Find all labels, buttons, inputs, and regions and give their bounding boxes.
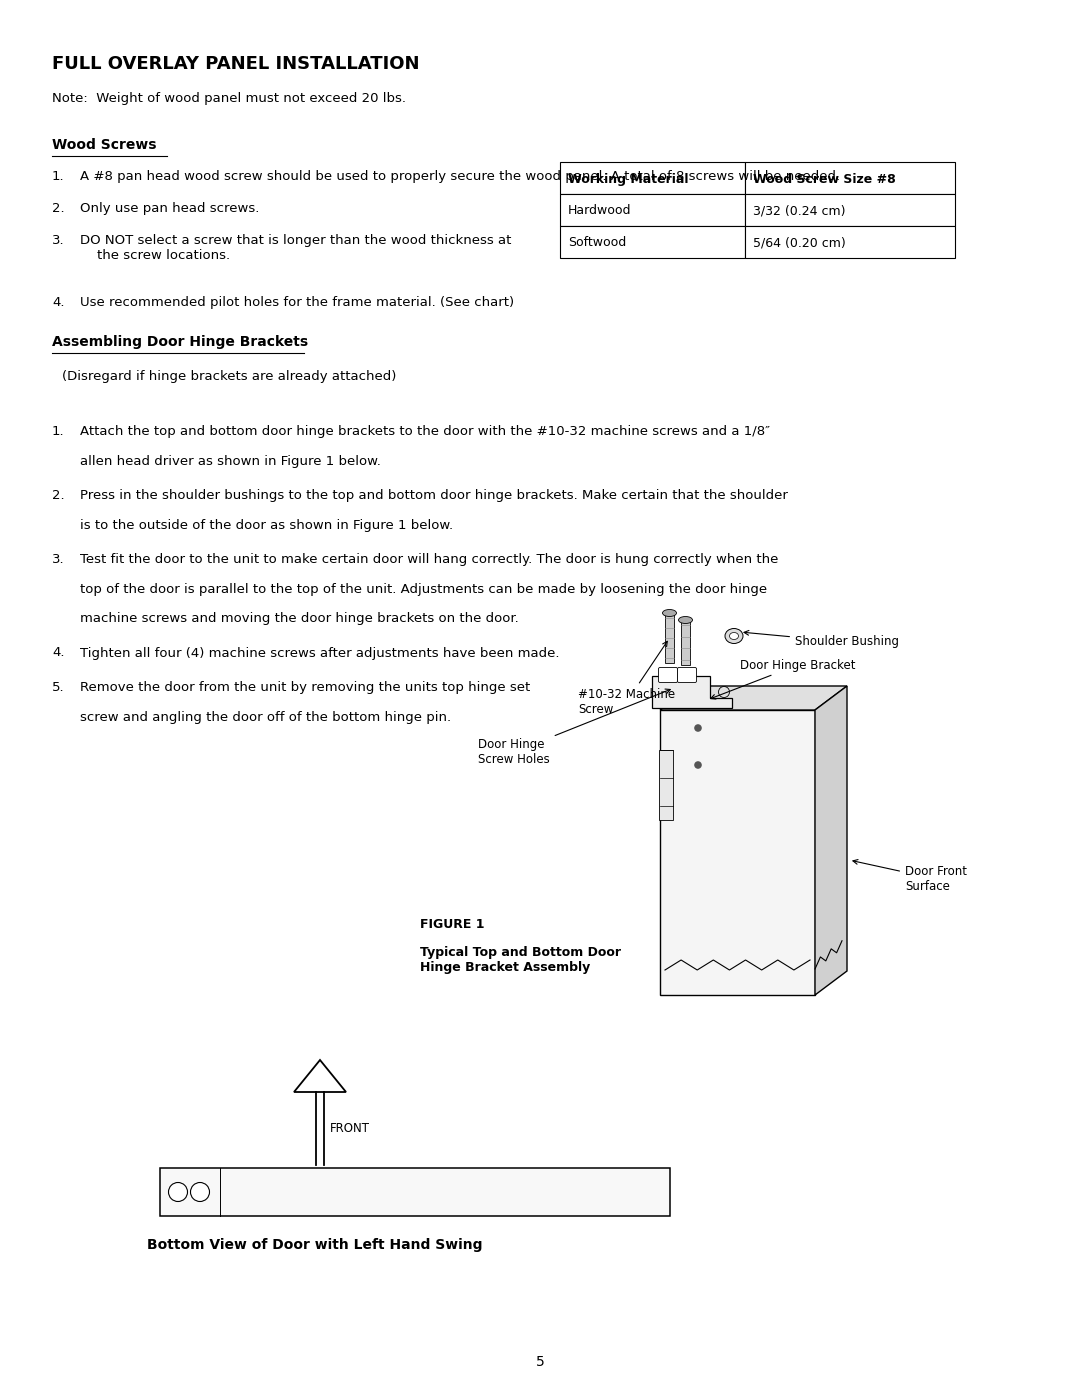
Text: Tighten all four (4) machine screws after adjustments have been made.: Tighten all four (4) machine screws afte… [80,647,559,659]
Circle shape [694,761,702,768]
Bar [665,613,674,664]
Text: 4.: 4. [52,296,65,309]
Bar [659,750,673,820]
Text: 3/32 (0.24 cm): 3/32 (0.24 cm) [753,204,846,218]
Text: allen head driver as shown in Figure 1 below.: allen head driver as shown in Figure 1 b… [80,454,381,468]
Text: Use recommended pilot holes for the frame material. (See chart): Use recommended pilot holes for the fram… [80,296,514,309]
FancyBboxPatch shape [659,668,677,683]
Text: 4.: 4. [52,647,65,659]
Text: 2.: 2. [52,489,65,502]
Text: Wood Screw Size #8: Wood Screw Size #8 [753,172,895,186]
Text: Assembling Door Hinge Brackets: Assembling Door Hinge Brackets [52,335,308,349]
Text: Door Hinge Bracket: Door Hinge Bracket [711,658,855,698]
Text: Typical Top and Bottom Door
Hinge Bracket Assembly: Typical Top and Bottom Door Hinge Bracke… [420,946,621,974]
Text: FULL OVERLAY PANEL INSTALLATION: FULL OVERLAY PANEL INSTALLATION [52,54,419,73]
Text: screw and angling the door off of the bottom hinge pin.: screw and angling the door off of the bo… [80,711,451,724]
Text: 3.: 3. [52,235,65,247]
Text: machine screws and moving the door hinge brackets on the door.: machine screws and moving the door hinge… [80,612,518,624]
Ellipse shape [662,609,676,616]
Text: Shoulder Bushing: Shoulder Bushing [744,630,899,648]
Text: Door Hinge
Screw Holes: Door Hinge Screw Holes [478,689,671,766]
Text: Bottom View of Door with Left Hand Swing: Bottom View of Door with Left Hand Swing [147,1238,483,1252]
Text: 5.: 5. [52,680,65,694]
Polygon shape [815,686,847,995]
Text: 5: 5 [536,1355,544,1369]
Text: FRONT: FRONT [330,1122,370,1134]
Text: 3.: 3. [52,553,65,566]
Polygon shape [652,676,732,708]
Ellipse shape [678,616,692,623]
Text: Hardwood: Hardwood [568,204,632,218]
Text: A #8 pan head wood screw should be used to properly secure the wood panel. A tot: A #8 pan head wood screw should be used … [80,170,840,183]
Ellipse shape [725,629,743,644]
Text: Test fit the door to the unit to make certain door will hang correctly. The door: Test fit the door to the unit to make ce… [80,553,779,566]
Bar [745,226,955,258]
Text: Press in the shoulder bushings to the top and bottom door hinge brackets. Make c: Press in the shoulder bushings to the to… [80,489,788,502]
Bar [561,226,745,258]
Ellipse shape [729,633,739,640]
Circle shape [168,1182,188,1201]
Text: 5/64 (0.20 cm): 5/64 (0.20 cm) [753,236,846,250]
Text: 2.: 2. [52,203,65,215]
Text: 1.: 1. [52,170,65,183]
Circle shape [190,1182,210,1201]
Bar [681,620,690,665]
Text: Remove the door from the unit by removing the units top hinge set: Remove the door from the unit by removin… [80,680,530,694]
FancyBboxPatch shape [677,668,697,683]
Text: Only use pan head screws.: Only use pan head screws. [80,203,259,215]
Text: Working Material: Working Material [568,172,689,186]
Text: #10-32 Machine
Screw: #10-32 Machine Screw [578,641,675,717]
Circle shape [694,724,702,732]
Polygon shape [660,686,847,710]
Bar [160,1168,670,1215]
Text: DO NOT select a screw that is longer than the wood thickness at
    the screw lo: DO NOT select a screw that is longer tha… [80,235,511,263]
Text: Door Front
Surface: Door Front Surface [853,859,967,893]
Text: Softwood: Softwood [568,236,626,250]
Bar [561,194,745,226]
Bar [745,162,955,194]
Text: 1.: 1. [52,425,65,439]
Polygon shape [660,710,815,995]
Text: Attach the top and bottom door hinge brackets to the door with the #10-32 machin: Attach the top and bottom door hinge bra… [80,425,770,439]
Bar [561,162,745,194]
Text: (Disregard if hinge brackets are already attached): (Disregard if hinge brackets are already… [62,370,396,383]
Text: Note:  Weight of wood panel must not exceed 20 lbs.: Note: Weight of wood panel must not exce… [52,92,406,105]
Text: Wood Screws: Wood Screws [52,138,157,152]
Bar [745,194,955,226]
Text: is to the outside of the door as shown in Figure 1 below.: is to the outside of the door as shown i… [80,518,454,531]
Text: top of the door is parallel to the top of the unit. Adjustments can be made by l: top of the door is parallel to the top o… [80,583,767,595]
Text: FIGURE 1: FIGURE 1 [420,918,485,930]
